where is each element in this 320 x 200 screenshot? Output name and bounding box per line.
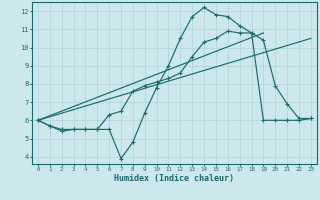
X-axis label: Humidex (Indice chaleur): Humidex (Indice chaleur) xyxy=(115,174,234,183)
